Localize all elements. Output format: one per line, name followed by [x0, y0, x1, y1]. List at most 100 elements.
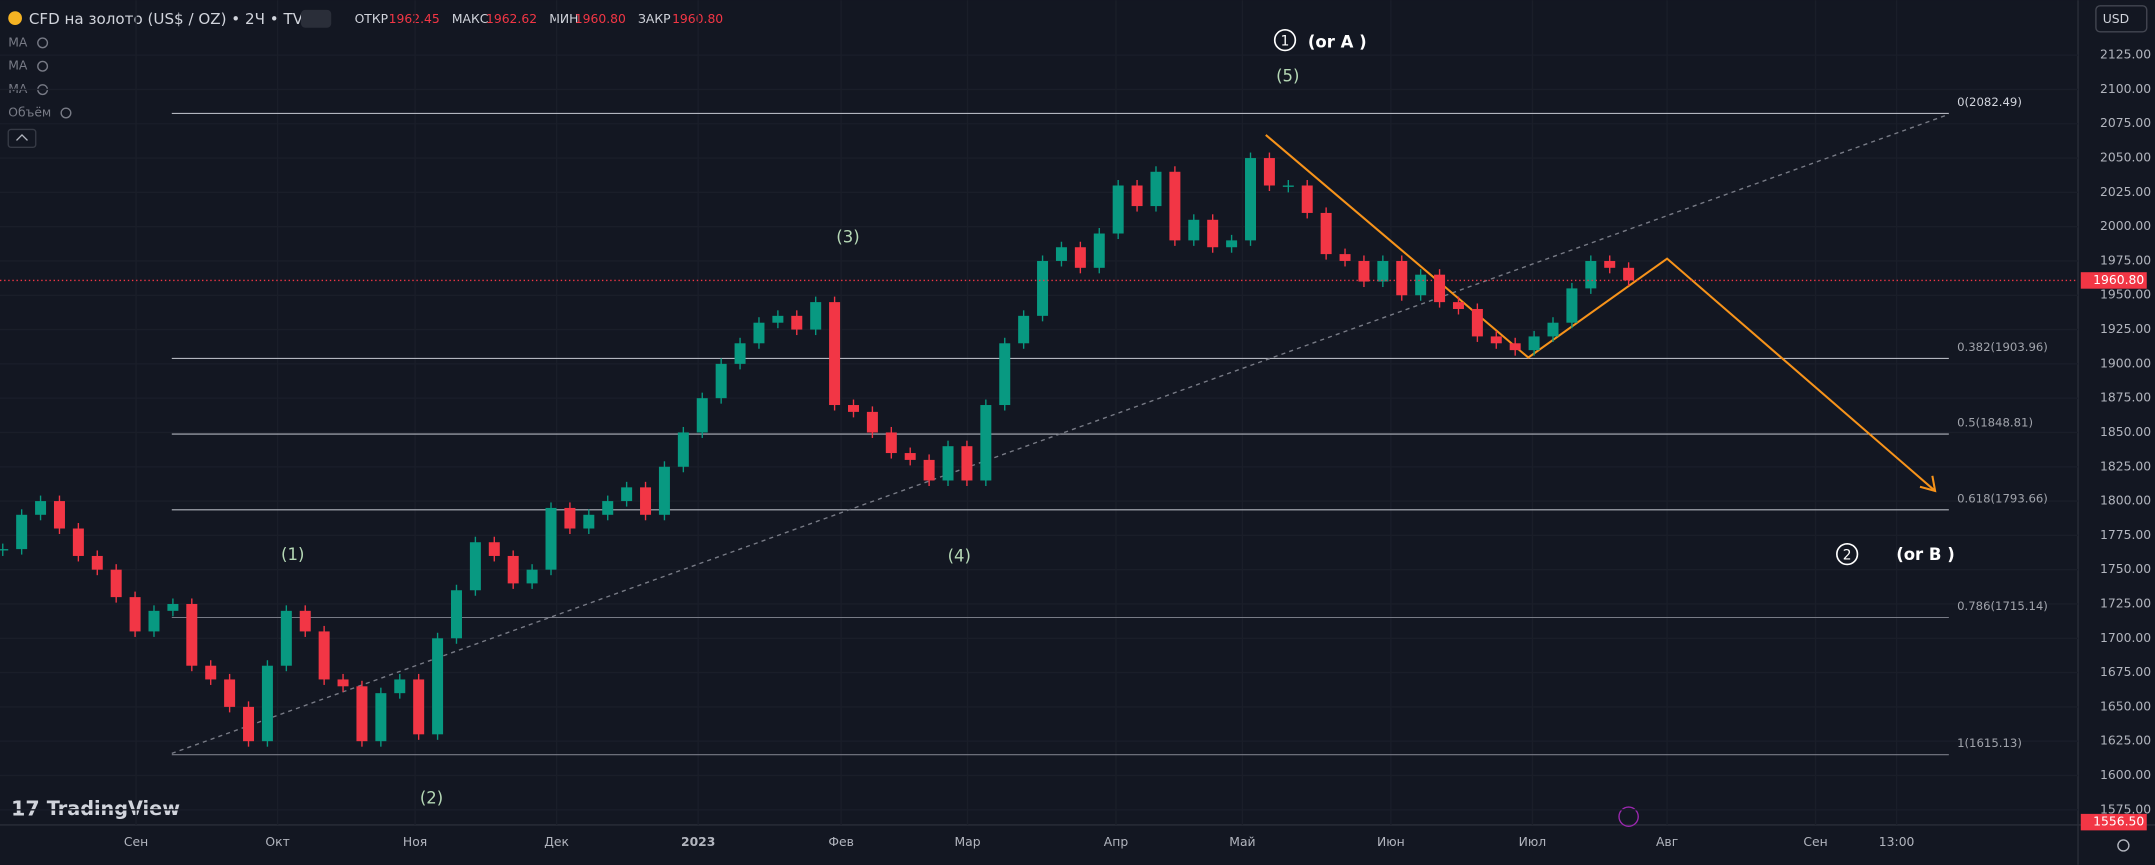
visibility-icon[interactable] — [37, 37, 49, 49]
candle — [715, 363, 727, 399]
y-tick-label: 1950.00 — [2100, 288, 2151, 302]
x-tick-label: 2023 — [681, 835, 715, 849]
wave-label: (or A ) — [1308, 32, 1367, 51]
candle — [1490, 336, 1502, 344]
wave-label: 1 — [1281, 33, 1290, 49]
candle — [375, 693, 387, 742]
candle — [1131, 185, 1143, 207]
collapse-toggle[interactable] — [300, 9, 332, 28]
fib-label: 0.618(1793.66) — [1957, 491, 2048, 505]
price-mark-label: 1556.50 — [2093, 815, 2144, 829]
candle — [1018, 315, 1030, 344]
candle — [224, 679, 236, 707]
candle — [0, 549, 9, 551]
candle — [1112, 185, 1124, 234]
y-tick-label: 1750.00 — [2100, 562, 2151, 576]
candle — [526, 569, 538, 584]
y-tick-label: 2075.00 — [2100, 116, 2151, 130]
ohlc-label: ОТКР — [355, 12, 389, 26]
collapse-icon — [16, 133, 28, 141]
settings-icon[interactable] — [2117, 839, 2130, 852]
fib-label: 0.786(1715.14) — [1957, 599, 2048, 613]
y-tick-label: 1925.00 — [2100, 322, 2151, 336]
price-mark-box — [2080, 272, 2147, 289]
candle — [640, 487, 652, 515]
candle — [772, 315, 784, 323]
candle — [91, 555, 103, 570]
y-tick-label: 1775.00 — [2100, 528, 2151, 542]
x-tick-label: Ноя — [403, 835, 427, 849]
candle — [243, 706, 255, 742]
candle — [356, 686, 368, 742]
y-tick-label: 1900.00 — [2100, 356, 2151, 370]
candle — [545, 507, 557, 570]
candle — [469, 542, 481, 591]
candle — [1074, 247, 1086, 268]
indicator-label: MA — [8, 59, 28, 73]
currency: USD — [2103, 12, 2129, 26]
y-tick-label: 2025.00 — [2100, 185, 2151, 199]
candle — [450, 590, 462, 639]
wave-label: (4) — [948, 546, 971, 565]
ohlc-label: МАКС — [452, 12, 489, 26]
currency-button[interactable] — [2095, 5, 2148, 33]
y-tick-label: 1875.00 — [2100, 391, 2151, 405]
candle — [1093, 233, 1105, 268]
candle — [847, 405, 859, 412]
candle — [1434, 274, 1446, 303]
candle — [904, 453, 916, 460]
candle — [35, 501, 47, 515]
candle — [337, 679, 349, 687]
fib-label: 1(1615.13) — [1957, 736, 2022, 750]
candle — [602, 501, 614, 515]
candle — [148, 610, 160, 632]
candle — [923, 459, 935, 481]
wave-label: 2 — [1843, 548, 1852, 564]
candle — [753, 322, 765, 344]
candle — [507, 555, 519, 584]
candle — [810, 302, 822, 330]
candle — [734, 343, 746, 364]
candle — [16, 514, 28, 550]
candle — [53, 501, 65, 529]
ohlc-value: 1960.80 — [575, 12, 626, 26]
candle — [1207, 219, 1219, 248]
candle — [696, 398, 708, 433]
candle — [205, 665, 217, 680]
fib-label: 0.5(1848.81) — [1957, 416, 2033, 430]
candle — [1245, 158, 1257, 241]
visibility-icon[interactable] — [37, 60, 49, 72]
candle — [1037, 260, 1049, 316]
candle — [866, 411, 878, 433]
fib-label: 0.382(1903.96) — [1957, 340, 2048, 354]
candle — [1282, 185, 1294, 187]
logo-mark: 17 — [11, 797, 40, 821]
candle — [432, 638, 444, 735]
candle — [72, 528, 84, 556]
logo: TradingView — [47, 797, 180, 820]
replay-icon[interactable] — [1618, 806, 1639, 827]
candle — [394, 679, 406, 694]
candle — [1623, 267, 1635, 281]
candle — [980, 405, 992, 481]
y-tick-label: 2125.00 — [2100, 48, 2151, 62]
candle — [1547, 322, 1559, 337]
candle — [1377, 260, 1389, 282]
candle — [1528, 336, 1540, 351]
candle — [1320, 212, 1332, 255]
collapse-button[interactable] — [7, 128, 37, 149]
y-tick-label: 2050.00 — [2100, 151, 2151, 165]
candle — [1358, 260, 1370, 282]
candle — [1566, 288, 1578, 323]
x-tick-label: Мар — [955, 835, 981, 849]
candle — [1055, 247, 1067, 261]
candle — [791, 315, 803, 330]
ohlc-value: 1962.62 — [486, 12, 537, 26]
candle — [1150, 171, 1162, 207]
visibility-icon[interactable] — [60, 107, 72, 119]
x-tick-label: Май — [1229, 835, 1255, 849]
candle — [129, 597, 141, 632]
candle — [1188, 219, 1200, 241]
candle — [186, 603, 198, 666]
candle — [1169, 171, 1181, 241]
